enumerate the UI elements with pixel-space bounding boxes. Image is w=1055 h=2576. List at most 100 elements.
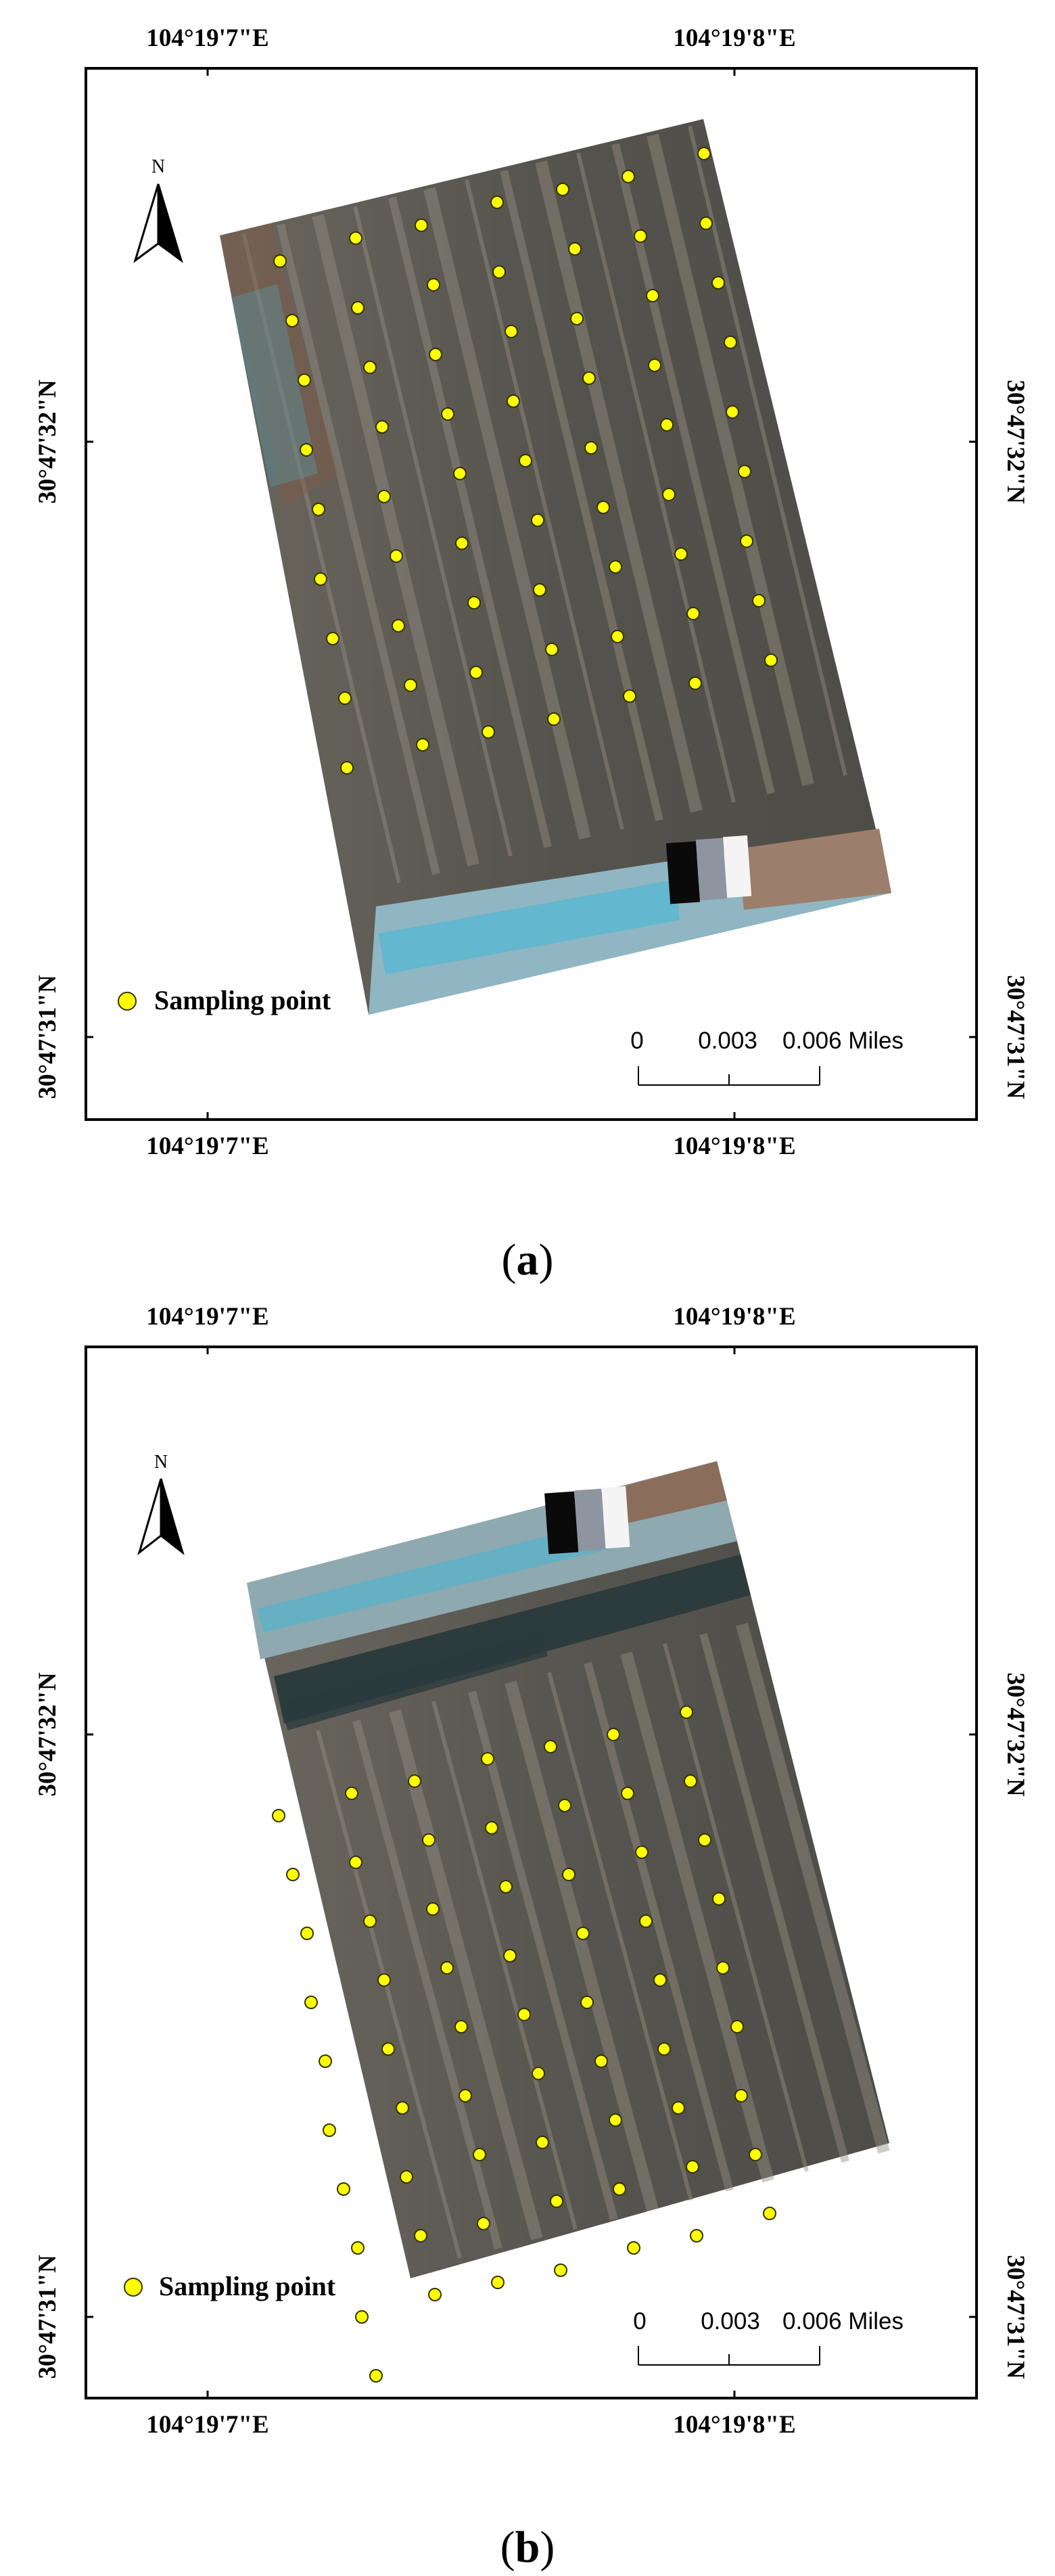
legend-a: Sampling point bbox=[118, 985, 331, 1015]
scale-label-0-a: 0 bbox=[630, 1028, 643, 1054]
sampling-point bbox=[607, 1728, 620, 1741]
lon-label-bottom-left-b: 104°19'7"E bbox=[146, 2411, 268, 2439]
lon-label-bottom-left-a: 104°19'7"E bbox=[146, 1132, 268, 1160]
sampling-point bbox=[699, 216, 713, 230]
sampling-point bbox=[662, 488, 676, 501]
lat-label-left-upper-a: 30°47'32"N bbox=[34, 380, 62, 504]
scale-label-1-b: 0.003 bbox=[701, 2308, 760, 2334]
sampling-point bbox=[392, 619, 405, 632]
sampling-point bbox=[584, 441, 598, 455]
sampling-point bbox=[492, 265, 506, 279]
sampling-point bbox=[349, 1856, 362, 1869]
sampling-point bbox=[338, 691, 352, 705]
sampling-point bbox=[429, 348, 442, 361]
sampling-point bbox=[646, 289, 659, 302]
lat-label-left-upper-b: 30°47'32"N bbox=[34, 1672, 62, 1797]
legend-label-b: Sampling point bbox=[159, 2271, 336, 2301]
sampling-point bbox=[712, 1892, 726, 1906]
sampling-point bbox=[622, 170, 635, 183]
sampling-point bbox=[568, 242, 582, 256]
sampling-point bbox=[427, 278, 440, 292]
sampling-point bbox=[459, 2089, 472, 2102]
sampling-point bbox=[686, 607, 700, 620]
sampling-point bbox=[351, 2241, 365, 2255]
sampling-point bbox=[536, 2136, 549, 2149]
sampling-point bbox=[345, 1787, 358, 1800]
sampling-points-b bbox=[272, 1705, 776, 2383]
sampling-point bbox=[570, 312, 584, 325]
legend-point-icon bbox=[124, 2278, 143, 2297]
sampling-point bbox=[416, 738, 429, 752]
legend-label-a: Sampling point bbox=[154, 985, 331, 1015]
sampling-point bbox=[576, 1927, 590, 1940]
sampling-point bbox=[300, 443, 313, 457]
sampling-point bbox=[752, 594, 766, 607]
sampling-point bbox=[653, 1973, 667, 1987]
sampling-point bbox=[377, 490, 391, 503]
sampling-point bbox=[609, 560, 622, 574]
panel-label-b: (b) bbox=[500, 2523, 555, 2572]
sampling-point bbox=[639, 1914, 653, 1928]
sampling-point bbox=[482, 725, 495, 739]
lon-label-bottom-right-b: 104°19'8"E bbox=[673, 2411, 795, 2439]
sampling-point bbox=[300, 1927, 314, 1940]
sampling-point bbox=[697, 147, 711, 160]
sampling-point bbox=[596, 501, 610, 514]
scale-bar-b: 0 0.003 0.006 Miles bbox=[633, 2308, 904, 2366]
sampling-point bbox=[473, 2148, 486, 2161]
sampling-point bbox=[485, 1821, 498, 1835]
lat-label-left-lower-a: 30°47'31"N bbox=[34, 975, 62, 1099]
sampling-point bbox=[454, 2020, 468, 2033]
sampling-point bbox=[558, 1799, 571, 1812]
sampling-point bbox=[363, 1914, 377, 1928]
sampling-point bbox=[627, 2241, 640, 2255]
lat-label-right-lower-a: 30°47'31"N bbox=[1002, 975, 1029, 1099]
sampling-point bbox=[369, 2369, 383, 2383]
sampling-point bbox=[657, 2042, 671, 2056]
sampling-point bbox=[738, 465, 751, 478]
sampling-point bbox=[547, 712, 561, 726]
sampling-point bbox=[554, 2263, 567, 2277]
lat-label-right-upper-b: 30°47'32"N bbox=[1002, 1672, 1029, 1797]
sampling-point bbox=[672, 2101, 685, 2115]
map-panel-b: 104°19'7"E 104°19'8"E 104°19'7"E 104°19'… bbox=[0, 1291, 1055, 2576]
lat-label-right-lower-b: 30°47'31"N bbox=[1002, 2255, 1029, 2379]
sampling-point bbox=[507, 394, 520, 408]
sampling-point bbox=[314, 572, 327, 586]
sampling-point bbox=[415, 218, 428, 232]
sampling-point bbox=[400, 2170, 413, 2184]
sampling-point bbox=[532, 2067, 545, 2080]
north-arrow-icon: N bbox=[137, 1452, 185, 1556]
scale-label-1-a: 0.003 bbox=[698, 1028, 757, 1054]
sampling-point bbox=[477, 2217, 490, 2230]
sampling-point bbox=[505, 325, 518, 338]
sampling-point bbox=[764, 653, 778, 667]
aerial-image-a bbox=[220, 119, 891, 1015]
sampling-point bbox=[469, 666, 483, 679]
sampling-point bbox=[440, 1961, 454, 1975]
sampling-point bbox=[550, 2194, 563, 2208]
sampling-point bbox=[556, 183, 569, 196]
map-svg-a: 104°19'7"E 104°19'8"E 104°19'7"E 104°19'… bbox=[34, 24, 1029, 1160]
legend-b: Sampling point bbox=[124, 2271, 336, 2301]
sampling-point bbox=[686, 2160, 699, 2174]
sampling-point bbox=[441, 407, 454, 421]
sampling-point bbox=[377, 1973, 391, 1987]
sampling-point bbox=[544, 1740, 557, 1753]
sampling-point bbox=[740, 534, 753, 548]
north-label-a: N bbox=[151, 156, 165, 177]
sampling-point bbox=[481, 1752, 494, 1766]
sampling-point bbox=[674, 547, 688, 561]
sampling-point bbox=[519, 454, 532, 467]
sampling-point bbox=[734, 2089, 748, 2102]
sampling-point bbox=[340, 761, 354, 775]
sampling-point bbox=[298, 373, 311, 387]
sampling-point bbox=[690, 2229, 703, 2242]
north-label-b: N bbox=[154, 1452, 168, 1473]
sampling-point bbox=[349, 231, 362, 245]
sampling-point bbox=[404, 678, 417, 692]
lon-label-bottom-right-a: 104°19'8"E bbox=[673, 1132, 795, 1160]
sampling-point bbox=[580, 1996, 594, 2009]
sampling-point bbox=[648, 359, 661, 372]
sampling-point bbox=[319, 2054, 332, 2068]
